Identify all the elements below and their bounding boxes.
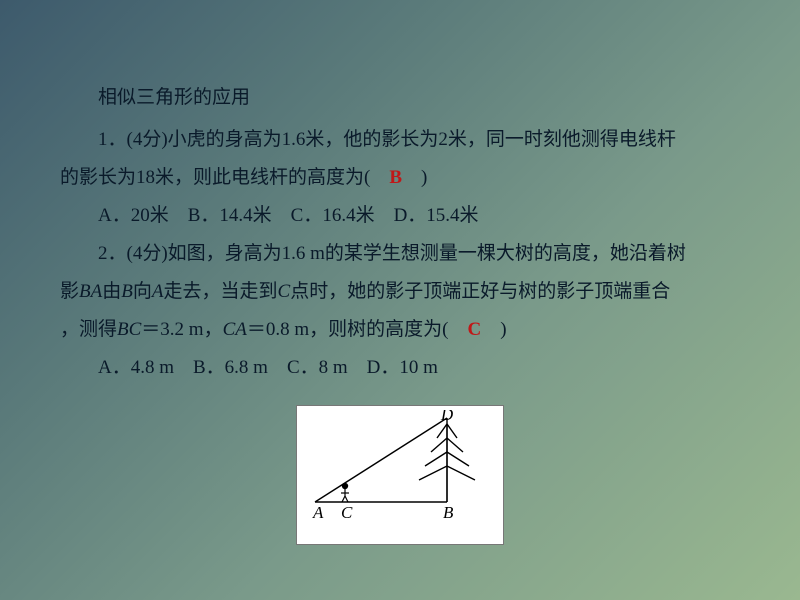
- q1-options: A．20米 B．14.4米 C．16.4米 D．15.4米: [60, 197, 740, 235]
- q2-eq1: ＝3.2 m，: [141, 319, 222, 340]
- triangle-diagram: D A C B: [305, 410, 495, 528]
- q2-A: A: [152, 281, 164, 302]
- q1-answer: B: [389, 167, 402, 188]
- q2-l2c: 向: [133, 281, 152, 302]
- slide-content: 相似三角形的应用 1．(4分)小虎的身高为1.6米，他的影长为2米，同一时刻他测…: [0, 0, 800, 565]
- q2-answer: C: [467, 319, 481, 340]
- q2-l2b: 由: [102, 281, 121, 302]
- q2-l3a: ，测得: [60, 319, 117, 340]
- figure-box: D A C B: [296, 405, 504, 545]
- q2-options: A．4.8 m B．6.8 m C．8 m D．10 m: [60, 349, 740, 387]
- label-B: B: [443, 503, 454, 522]
- q2-l2e: 点时，她的影子顶端正好与树的影子顶端重合: [290, 281, 670, 302]
- q1-line2-post: ): [402, 167, 427, 188]
- q2-B: B: [121, 281, 133, 302]
- q2-BC: BC: [117, 319, 141, 340]
- q2-l3post: ): [481, 319, 506, 340]
- tree-icon: [419, 424, 475, 502]
- q2-eq2: ＝0.8 m，则树的高度为(: [247, 319, 468, 340]
- q1-line2-pre: 的影长为18米，则此电线杆的高度为(: [60, 167, 389, 188]
- q1-line2: 的影长为18米，则此电线杆的高度为( B ): [60, 159, 740, 197]
- q2-l2a: 影: [60, 281, 79, 302]
- label-A: A: [312, 503, 324, 522]
- figure-container: D A C B: [60, 405, 740, 545]
- q2-C: C: [278, 281, 291, 302]
- q2-l2d: 走去，当走到: [163, 281, 277, 302]
- q2-line3: ，测得BC＝3.2 m，CA＝0.8 m，则树的高度为( C ): [60, 311, 740, 349]
- section-heading: 相似三角形的应用: [60, 79, 740, 117]
- label-C: C: [341, 503, 353, 522]
- q2-CA: CA: [223, 319, 247, 340]
- label-D: D: [440, 410, 454, 424]
- line-AD: [315, 418, 447, 502]
- q2-BA: BA: [79, 281, 102, 302]
- q2-line1: 2．(4分)如图，身高为1.6 m的某学生想测量一棵大树的高度，她沿着树: [60, 235, 740, 273]
- q2-line2: 影BA由B向A走去，当走到C点时，她的影子顶端正好与树的影子顶端重合: [60, 273, 740, 311]
- person-icon: [341, 483, 349, 502]
- q1-line1: 1．(4分)小虎的身高为1.6米，他的影长为2米，同一时刻他测得电线杆: [60, 121, 740, 159]
